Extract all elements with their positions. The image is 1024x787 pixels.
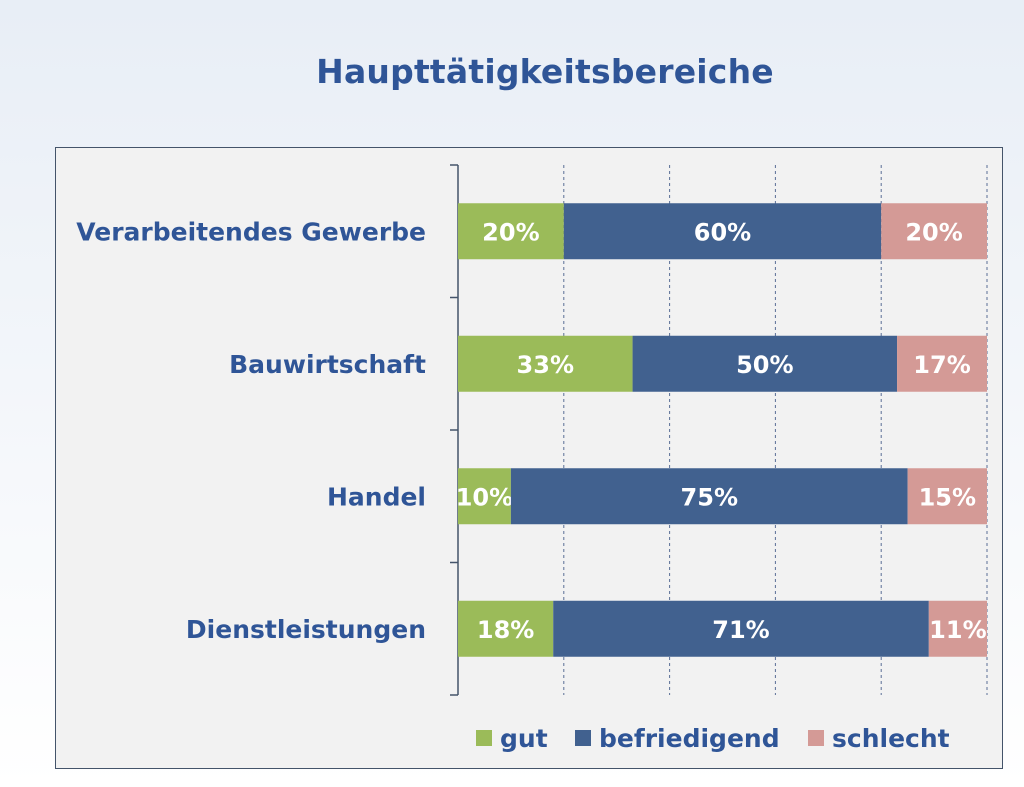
bar-segment-befriedigend bbox=[553, 600, 929, 657]
data-label: 50% bbox=[736, 351, 793, 379]
data-label: 20% bbox=[905, 218, 962, 246]
bar-segment-befriedigend bbox=[563, 203, 882, 260]
chart-title: Haupttätigkeitsbereiche bbox=[316, 52, 774, 91]
data-label: 11% bbox=[929, 616, 986, 644]
data-label: 17% bbox=[913, 351, 970, 379]
category-label: Dienstleistungen bbox=[186, 615, 426, 644]
data-label: 33% bbox=[517, 351, 574, 379]
bar-segment-gut bbox=[458, 203, 564, 260]
bar-segment-gut bbox=[458, 600, 554, 657]
category-label: Handel bbox=[327, 482, 426, 511]
data-label: 71% bbox=[712, 616, 769, 644]
bar-segment-befriedigend bbox=[632, 335, 898, 392]
data-label: 15% bbox=[919, 483, 976, 511]
bar-segment-gut bbox=[458, 468, 511, 525]
data-label: 18% bbox=[477, 616, 534, 644]
legend-label: befriedigend bbox=[599, 724, 780, 753]
bar-segment-schlecht bbox=[897, 335, 987, 392]
bar-segment-befriedigend bbox=[510, 468, 908, 525]
bar-segment-schlecht bbox=[928, 600, 987, 657]
legend-label: schlecht bbox=[832, 724, 950, 753]
data-label: 75% bbox=[681, 483, 738, 511]
legend-swatch-befriedigend bbox=[575, 730, 591, 746]
legend-swatch-gut bbox=[476, 730, 492, 746]
bar-segment-schlecht bbox=[881, 203, 987, 260]
data-label: 20% bbox=[482, 218, 539, 246]
bar-segment-gut bbox=[458, 335, 633, 392]
category-label: Verarbeitendes Gewerbe bbox=[76, 217, 426, 246]
data-label: 10% bbox=[456, 483, 513, 511]
data-label: 60% bbox=[694, 218, 751, 246]
bar-segment-schlecht bbox=[907, 468, 987, 525]
legend-label: gut bbox=[500, 724, 548, 753]
category-label: Bauwirtschaft bbox=[229, 350, 426, 379]
legend-swatch-schlecht bbox=[808, 730, 824, 746]
